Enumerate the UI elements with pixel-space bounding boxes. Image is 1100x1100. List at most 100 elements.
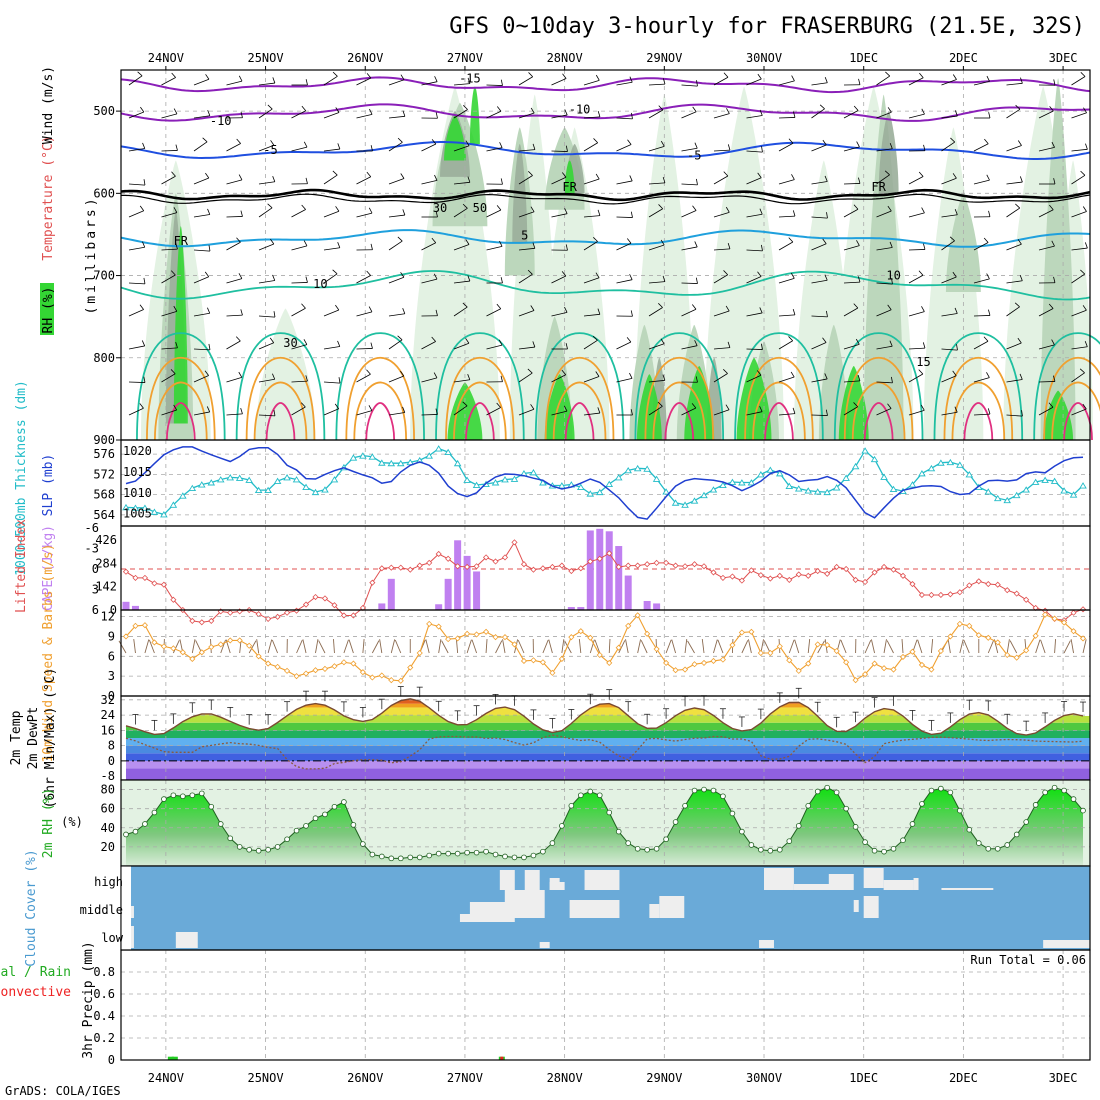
wind-speed-point [227,637,234,644]
wind-barb-flag [366,73,372,79]
wind-speed-point [757,649,764,657]
wind-barb [453,379,470,383]
lifted-index-point [994,581,1001,588]
thickness-point [946,458,955,466]
rh-point [502,853,508,860]
thickness-point [311,488,320,496]
pressure-tick: 800 [93,351,115,365]
wind-barb [876,247,893,251]
wind-barb-flag [528,72,534,78]
wind-barb [128,148,145,152]
warm-isotherm [552,381,607,441]
wind-barb-flag [496,303,502,309]
legend-rh-2m: 2m RH (%) [41,788,56,858]
wind-speed-point [814,641,821,648]
rh-point [777,846,783,853]
bottom-date-tick: 3DEC [1049,1071,1078,1085]
surface-barb [455,639,459,654]
clear-block [883,880,914,890]
wind-barb-flag [337,242,341,248]
wind-tick: 3 [108,669,115,683]
rh-point [492,851,499,858]
wind-barb [356,373,371,383]
li-cape-frame [120,525,1091,611]
thickness-point [264,486,272,494]
rh-point [236,844,243,850]
wind-barb [323,174,338,185]
wind-speed-point [776,643,783,650]
wind-barb [551,374,566,383]
surface-barb [817,640,825,654]
wind-barb [388,79,405,86]
wind-barb [356,410,372,416]
wind-barb-flag [498,339,503,346]
wind-barb [908,347,925,350]
isotherm-label: FR [562,180,577,194]
wind-speed-point [549,669,556,676]
surface-barb [144,639,150,654]
wind-speed-point [464,630,471,637]
rh-point [843,805,849,812]
wind-barb [811,144,827,152]
lifted-index-point [302,601,310,608]
wind-barb-flag [532,242,536,249]
bottom-date-tick: 24NOV [148,1071,184,1085]
wind-barb-flag [565,244,568,251]
wind-barb [258,378,275,383]
thickness-point [586,490,595,497]
legend-slp: SLP (mb) [41,454,56,517]
wind-barb-flag [692,106,697,112]
wind-barb [616,216,633,218]
wind-barb-flag [273,311,276,318]
wind-barb-flag [597,407,601,414]
wind-10m-axis: 0 3 6 9 12 [101,610,115,703]
wind-tick: 9 [108,629,115,643]
thickness-point [425,452,433,459]
wind-barb [551,114,568,119]
wind-barb [453,145,470,152]
wind-speed-point [1042,611,1049,618]
legend-thickness: 1000~500mb Thickness (dm) [14,380,29,576]
wind-barb [746,312,763,317]
wind-barb-flag [366,171,372,177]
wind-barb-flag [631,112,633,119]
bottom-date-tick: 2DEC [949,1071,978,1085]
wind-10m-grid [121,610,1090,696]
wind-barb [323,381,340,384]
wind-barb-flag [1080,72,1086,77]
thickness-point [359,452,367,459]
wind-barb-flag [1079,368,1085,374]
wind-barb-flag [1084,341,1088,347]
isotherm-label: 50 [473,201,487,215]
warm-isotherm [843,356,914,441]
wind-speed-point [587,634,594,641]
wind-speed-point [340,659,347,666]
upper-air-panel: -15 -10 -10 -5 -5 FR FR FR 5 10 10 15 30 50 30 500 600 7… [40,66,1100,447]
wind-barb [323,408,339,416]
wind-barb-flag [790,371,795,378]
wind-barb [648,244,665,251]
rh-point [246,846,252,853]
wind-barb [551,410,568,416]
wind-barb-flag [757,271,762,277]
thickness-point [709,486,718,493]
lifted-index-point [1023,596,1030,603]
wind-barb [161,113,178,119]
wind-barb [648,145,665,152]
surface-barb [1009,640,1018,654]
wind-barb-flag [889,143,893,149]
wind-speed-point [445,636,452,643]
wind-barb-flag [139,205,145,211]
rh-shade [410,86,500,440]
wind-barb-flag [499,240,503,247]
rh-point [511,854,518,861]
wind-barb-flag [595,272,600,279]
wind-barb [583,215,600,218]
wind-barb-flag [335,107,340,113]
wind-barb [681,84,698,87]
wind-barb-flag [170,369,176,375]
lifted-index-point [852,576,859,583]
rh-point [407,854,414,861]
temp-band [121,738,1090,746]
